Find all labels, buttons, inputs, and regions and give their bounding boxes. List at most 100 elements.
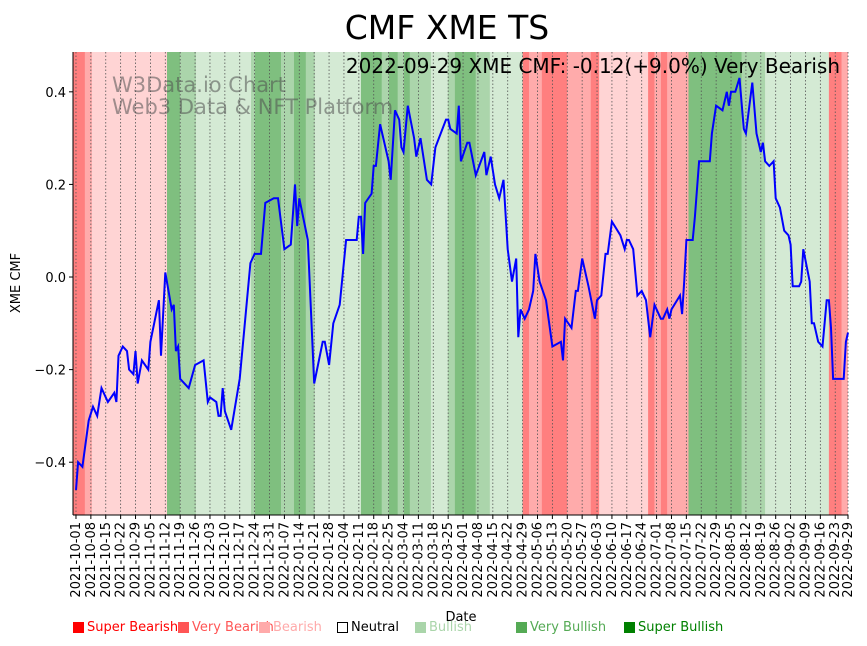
x-tick-label: 2022-07-01	[650, 522, 665, 598]
x-tick-label: 2021-12-03	[203, 522, 218, 598]
regime-band-super-bullish	[454, 52, 476, 515]
y-tick-label: 0.0	[45, 271, 66, 286]
x-tick-label: 2022-02-04	[337, 522, 352, 598]
regime-band-very-bullish	[381, 52, 389, 515]
regime-band-bullish	[314, 52, 361, 515]
x-tick-label: 2022-07-08	[664, 522, 679, 598]
x-tick-label: 2021-11-05	[143, 522, 158, 598]
legend-label: Very Bullish	[530, 620, 607, 635]
x-tick-label: 2022-01-14	[292, 522, 307, 598]
regime-band-very-bearish	[841, 52, 848, 515]
cmf-series-line	[75, 77, 849, 491]
x-tick-label: 2021-12-10	[218, 522, 233, 598]
regime-band-very-bearish	[528, 52, 542, 515]
regime-band-super-bearish	[660, 52, 668, 515]
x-tick-label: 2022-02-25	[382, 522, 397, 598]
chart-title: CMF XME TS	[345, 8, 550, 47]
x-tick-label: 2021-10-29	[129, 522, 144, 598]
legend-swatch	[259, 622, 270, 633]
x-tick-label: 2022-06-24	[635, 522, 650, 598]
regime-band-super-bearish	[73, 52, 85, 515]
x-tick-label: 2021-11-26	[188, 522, 203, 598]
legend-swatch	[73, 622, 84, 633]
regime-band-very-bullish	[397, 52, 404, 515]
x-tick-label: 2022-09-02	[784, 522, 799, 598]
x-tick-label: 2022-07-15	[679, 522, 694, 598]
x-tick-label: 2021-11-12	[158, 522, 173, 598]
legend-label: Super Bullish	[638, 620, 724, 635]
x-tick-label: 2021-12-24	[248, 522, 263, 598]
x-tick-label: 2022-09-16	[813, 522, 828, 598]
legend-swatch	[624, 622, 635, 633]
legend-item-very-bearish: Very Bearish	[178, 620, 274, 635]
y-tick-label: 0.2	[45, 178, 66, 193]
x-tick-label: 2022-05-20	[560, 522, 575, 598]
legend-swatch	[178, 622, 189, 633]
axes	[69, 52, 849, 519]
y-tick-label: −0.2	[34, 364, 66, 379]
regime-band-bullish	[765, 52, 829, 515]
x-tick-label: 2022-05-13	[545, 522, 560, 598]
regime-band-very-bullish	[179, 52, 196, 515]
regime-band-bullish	[195, 52, 252, 515]
legend-label: Bearish	[273, 620, 322, 635]
regime-band-very-bearish	[84, 52, 92, 515]
x-tick-label: 2021-10-08	[84, 522, 99, 598]
x-tick-label: 2022-02-18	[367, 522, 382, 598]
regime-band-super-bullish	[254, 52, 281, 515]
regime-band-bullish	[430, 52, 448, 515]
regime-band-very-bearish	[667, 52, 689, 515]
x-tick-label: 2022-08-05	[724, 522, 739, 598]
legend-swatch	[415, 622, 426, 633]
legend-item-super-bearish: Super Bearish	[73, 620, 178, 635]
x-tick-label: 2022-06-03	[590, 522, 605, 598]
legend-item-bearish: Bearish	[259, 620, 322, 635]
regime-band-super-bullish	[688, 52, 742, 515]
x-tick-label: 2022-01-21	[307, 522, 322, 598]
regime-band-very-bearish	[654, 52, 661, 515]
x-tick-label: 2021-12-31	[263, 522, 278, 598]
legend-item-neutral: Neutral	[337, 620, 399, 635]
x-tick-label: 2022-09-09	[798, 522, 813, 598]
x-tick-label: 2022-03-18	[426, 522, 441, 598]
regime-band-super-bullish	[403, 52, 410, 515]
legend-label: Super Bearish	[87, 620, 179, 635]
x-tick-label: 2022-04-01	[456, 522, 471, 598]
x-tick-label: 2021-12-17	[233, 522, 248, 598]
legend-label: Bullish	[429, 620, 473, 635]
legend-item-super-bullish: Super Bullish	[624, 620, 723, 635]
legend-swatch	[516, 622, 527, 633]
regime-band-bearish	[599, 52, 649, 515]
x-tick-label: 2022-03-25	[441, 522, 456, 598]
regime-band-super-bearish	[541, 52, 568, 515]
regime-band-bearish	[91, 52, 168, 515]
legend-label: Neutral	[351, 620, 399, 635]
x-tick-label: 2022-09-23	[828, 522, 843, 598]
x-tick-label: 2022-06-17	[620, 522, 635, 598]
regime-band-super-bullish	[167, 52, 180, 515]
x-tick-label: 2022-08-19	[754, 522, 769, 598]
x-tick-label: 2022-01-07	[277, 522, 292, 598]
x-tick-label: 2022-04-29	[516, 522, 531, 598]
x-tick-label: 2021-10-22	[114, 522, 129, 598]
regime-band-very-bullish	[447, 52, 455, 515]
x-tick-label: 2022-03-11	[411, 522, 426, 598]
x-tick-label: 2022-03-04	[397, 522, 412, 598]
regime-band-super-bearish	[648, 52, 655, 515]
x-tick-label: 2022-05-06	[530, 522, 545, 598]
x-tick-label: 2021-10-01	[69, 522, 84, 598]
legend-label: Very Bearish	[192, 620, 274, 635]
watermark-line-2: Web3 Data & NFT Platform	[112, 95, 393, 119]
x-tick-label: 2022-04-15	[486, 522, 501, 598]
regime-bands	[73, 52, 848, 515]
latest-value-annotation: 2022-09-29 XME CMF: -0.12(+9.0%) Very Be…	[346, 54, 840, 78]
x-tick-label: 2022-08-12	[739, 522, 754, 598]
regime-band-super-bullish	[360, 52, 382, 515]
regime-band-very-bullish	[409, 52, 431, 515]
x-tick-label: 2022-01-28	[322, 522, 337, 598]
legend: Super Bearish Very Bearish Bearish Neutral B…	[0, 620, 867, 640]
regime-band-very-bullish	[741, 52, 766, 515]
x-tick-label: 2022-04-22	[501, 522, 516, 598]
x-tick-label: 2022-05-27	[575, 522, 590, 598]
